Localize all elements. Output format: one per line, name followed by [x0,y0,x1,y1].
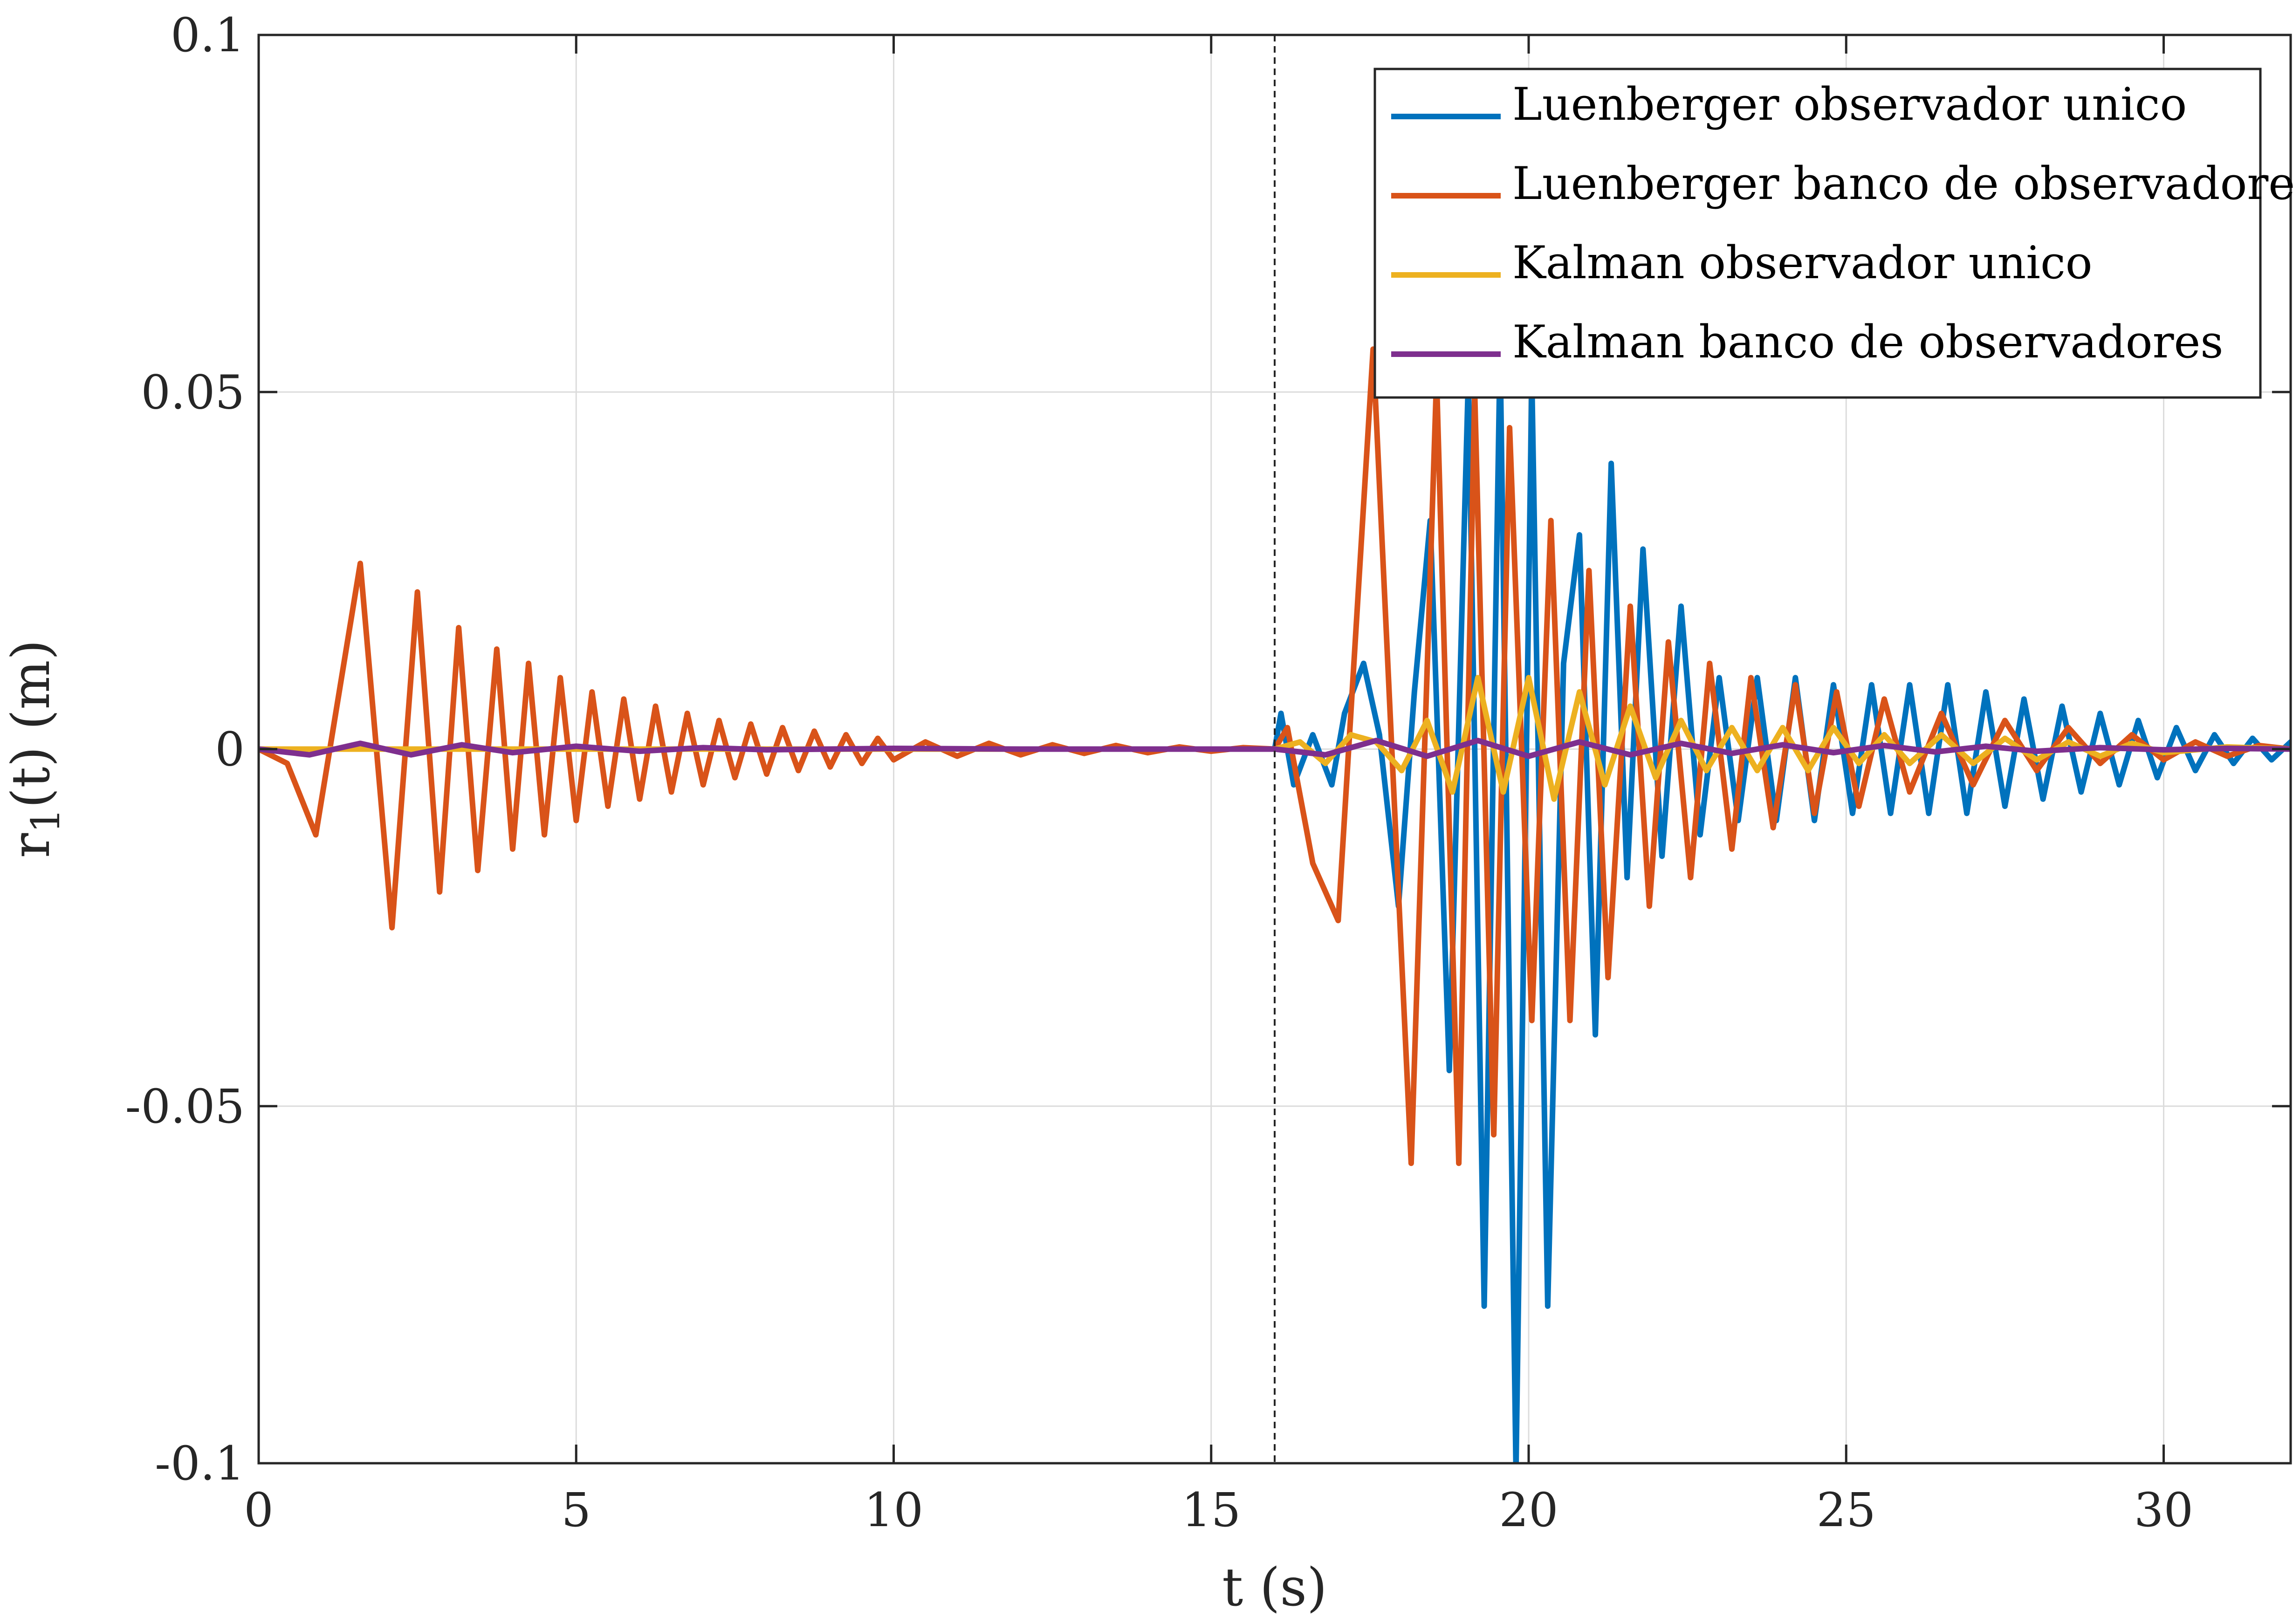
legend-label-4: Kalman banco de observadores [1512,316,2224,368]
legend-label-3: Kalman observador unico [1512,237,2093,289]
x-tick-label: 20 [1499,1483,1558,1537]
y-axis-title-main: r [1,833,62,858]
y-axis-title-subscript: 1 [23,808,69,833]
y-tick-label: -0.05 [125,1079,245,1134]
x-axis-title: t (s) [1222,1557,1327,1618]
series-layer [259,346,2291,1463]
x-tick-label: 30 [2134,1483,2193,1537]
series-line-3 [259,675,2291,802]
y-tick-label: 0.1 [171,8,245,62]
x-tick-label: 25 [1817,1483,1876,1537]
y-tick-label: 0.05 [141,365,245,419]
series-line-4 [259,738,2291,759]
x-tick-label: 5 [561,1483,591,1537]
legend: Luenberger observador unico Luenberger ba… [1373,68,2293,399]
series-line-1 [259,346,2291,1463]
y-axis-title: r1(t) (m) [1,640,69,858]
legend-label-2: Luenberger banco de observadores [1512,158,2293,210]
x-tick-labels: 0 5 10 15 20 25 30 [244,1483,2193,1537]
legend-box [1373,68,2262,399]
legend-label-1: Luenberger observador unico [1512,78,2187,130]
y-tick-label: -0.1 [155,1436,245,1491]
y-axis-title-rest: (t) (m) [1,640,62,809]
axis-ticks [257,34,2291,1465]
x-tick-label: 0 [244,1483,274,1537]
x-tick-label: 10 [864,1483,923,1537]
x-tick-label: 15 [1181,1483,1241,1537]
y-tick-label: 0 [215,722,245,777]
y-tick-labels: -0.1 -0.05 0 0.05 0.1 [125,8,245,1491]
